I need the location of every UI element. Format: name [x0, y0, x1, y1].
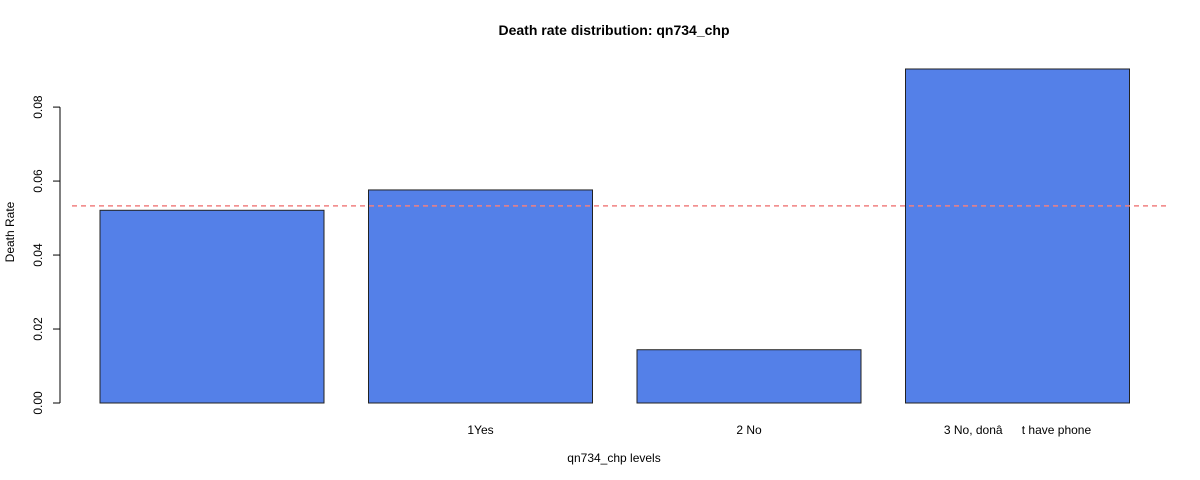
bar-0: [99, 209, 325, 404]
bars-layer: [99, 68, 1130, 404]
x-tick-label-2: 2 No: [736, 423, 762, 437]
x-tick-label-3: 3 No, donât have phone: [944, 423, 1092, 437]
y-tick-label-0: 0.00: [31, 391, 45, 415]
x-axis-labels: 1Yes 2 No 3 No, donât have phone: [467, 423, 1091, 437]
x-axis-title: qn734_chp levels: [567, 451, 660, 465]
bar-1: [368, 189, 593, 404]
y-tick-label-4: 0.08: [31, 95, 45, 119]
x-tick-label-1: 1Yes: [467, 423, 493, 437]
y-tick-label-3: 0.06: [31, 169, 45, 193]
bar-2: [636, 349, 862, 404]
y-axis: 0.00 0.02 0.04 0.06 0.08: [31, 95, 61, 415]
y-tick-label-1: 0.02: [31, 317, 45, 341]
bar-3: [905, 68, 1130, 404]
y-axis-title: Death Rate: [3, 201, 17, 262]
chart-title: Death rate distribution: qn734_chp: [498, 22, 729, 38]
y-tick-label-2: 0.04: [31, 243, 45, 267]
